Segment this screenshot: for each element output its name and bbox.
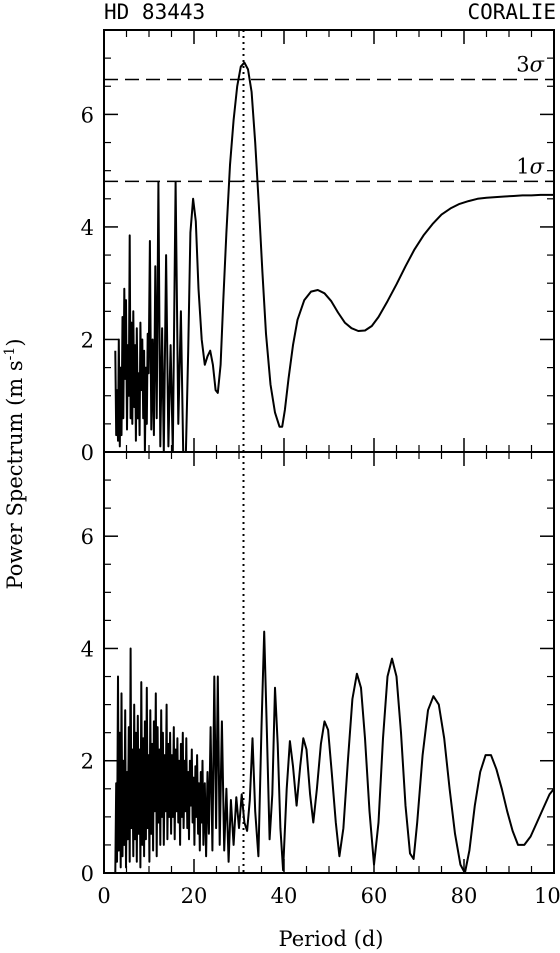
x-tick-label: 0 [97, 884, 110, 908]
star-name-label: HD 83443 [104, 0, 206, 24]
x-tick-label: 20 [181, 884, 208, 908]
power-spectrum-line [114, 630, 555, 874]
top-panel: 0 2 4 6 3σ 1σ [81, 29, 555, 465]
threshold-label: 3σ [516, 53, 544, 77]
y-tick-label: 0 [81, 862, 94, 886]
y-tick-label: 6 [81, 103, 94, 127]
x-tick-label: 80 [451, 884, 478, 908]
instrument-label: CORALIE [467, 0, 556, 24]
x-tick-label: 100 [534, 884, 560, 908]
x-tick-label: 40 [271, 884, 298, 908]
y-tick-label: 4 [81, 216, 94, 240]
y-tick-label: 0 [81, 441, 94, 465]
x-tick-label: 60 [361, 884, 388, 908]
x-axis-title: Period (d) [279, 927, 384, 951]
threshold-label: 1σ [516, 154, 544, 178]
bottom-panel: 0246020406080100 [81, 451, 560, 908]
y-tick-label: 6 [81, 525, 94, 549]
power-spectrum-line [114, 61, 554, 453]
y-tick-label: 2 [81, 328, 94, 352]
y-tick-label: 2 [81, 750, 94, 774]
y-axis-title: Power Spectrum (m s-1) [2, 338, 27, 589]
y-tick-label: 4 [81, 637, 94, 661]
